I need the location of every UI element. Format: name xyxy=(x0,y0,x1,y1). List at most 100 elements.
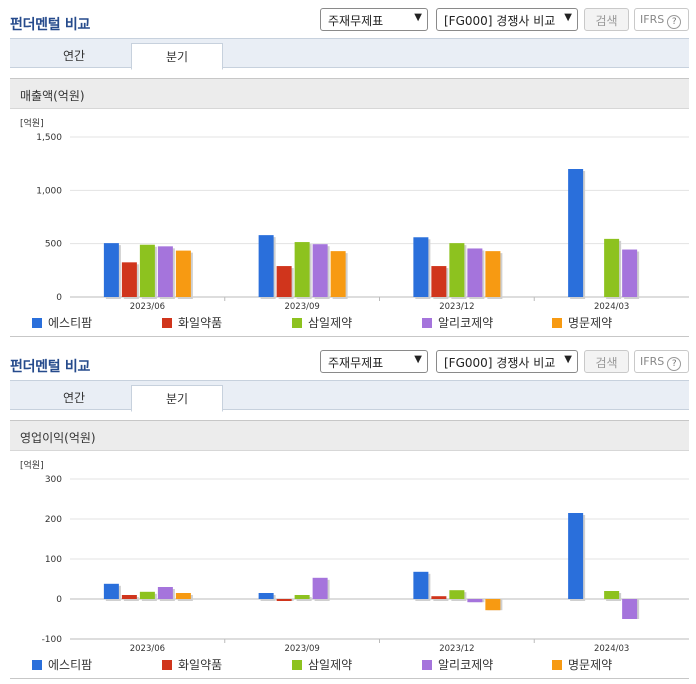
bar-4-2023-09 xyxy=(312,577,328,599)
y-tick-label: -100 xyxy=(42,635,63,645)
legend-item[interactable]: 에스티팜 xyxy=(32,656,92,673)
peer-select-value: [FG000] 경쟁사 비교 xyxy=(444,356,556,370)
bar-3-2023-12 xyxy=(449,590,465,599)
chevron-down-icon: ▼ xyxy=(414,354,422,365)
bar-4-2023-12 xyxy=(467,248,483,297)
bar-4-2024-03 xyxy=(622,599,638,619)
x-tick-label: 2023/09 xyxy=(284,644,319,654)
bar-3-2023-09 xyxy=(294,595,310,599)
y-unit-label: [억원] xyxy=(20,117,44,129)
search-button[interactable]: 검색 xyxy=(584,350,629,373)
legend-item[interactable]: 명문제약 xyxy=(552,656,612,673)
tab-quarterly[interactable]: 분기 xyxy=(131,43,223,70)
legend-label: 화일약품 xyxy=(178,316,223,330)
legend-label: 에스티팜 xyxy=(48,658,93,672)
section-title: 펀더멘털 비교 xyxy=(10,17,91,33)
chart-panel: 영업이익(억원) [억원] -100 0 100 200 300 2023/06 2023/0… xyxy=(10,420,689,679)
bar-5-2023-09 xyxy=(330,251,346,297)
legend-label: 알리코제약 xyxy=(438,316,494,330)
bar-2-2023-09 xyxy=(276,266,292,297)
fundamental-section-sales: 펀더멘털 비교 주재무제표 ▼ [FG000] 경쟁사 비교 ▼ 검색 IFRS… xyxy=(0,0,696,340)
legend-item[interactable]: 에스티팜 xyxy=(32,314,92,331)
bar-3-2023-12 xyxy=(449,243,465,297)
tab-annual[interactable]: 연간 xyxy=(62,49,86,63)
section-header: 펀더멘털 비교 주재무제표 ▼ [FG000] 경쟁사 비교 ▼ 검색 IFRS… xyxy=(0,0,696,34)
legend-label: 명문제약 xyxy=(568,316,613,330)
legend-swatch xyxy=(422,318,432,328)
y-tick-label: 100 xyxy=(45,555,62,565)
legend-item[interactable]: 삼일제약 xyxy=(292,314,352,331)
fundamental-section-operating-profit: 펀더멘털 비교 주재무제표 ▼ [FG000] 경쟁사 비교 ▼ 검색 IFRS… xyxy=(0,342,696,684)
x-tick-label: 2023/06 xyxy=(130,644,165,654)
bar-1-2023-12 xyxy=(413,237,429,297)
x-tick-label: 2023/12 xyxy=(439,644,474,654)
y-tick-label: 1,000 xyxy=(36,186,62,196)
bar-5-2023-12 xyxy=(485,599,501,611)
chart-legend: 에스티팜 화일약품 삼일제약 알리코제약 명문제약 xyxy=(10,656,689,672)
statement-select[interactable]: 주재무제표 ▼ xyxy=(320,350,428,373)
ifrs-help-button[interactable]: IFRS? xyxy=(634,350,689,373)
bar-4-2023-06 xyxy=(157,587,173,599)
ifrs-label: IFRS xyxy=(640,13,665,26)
peer-select[interactable]: [FG000] 경쟁사 비교 ▼ xyxy=(436,350,578,373)
legend-item[interactable]: 알리코제약 xyxy=(422,314,493,331)
legend-label: 화일약품 xyxy=(178,658,223,672)
y-tick-label: 200 xyxy=(45,515,62,525)
x-tick-label: 2023/09 xyxy=(284,302,319,312)
statement-select-value: 주재무제표 xyxy=(328,356,384,370)
tab-quarterly[interactable]: 분기 xyxy=(131,385,223,412)
y-tick-label: 1,500 xyxy=(36,133,62,143)
legend-swatch xyxy=(32,660,42,670)
section-title: 펀더멘털 비교 xyxy=(10,359,91,375)
legend-swatch xyxy=(162,660,172,670)
x-tick-label: 2023/06 xyxy=(130,302,165,312)
legend-swatch xyxy=(552,318,562,328)
bar-4-2024-03 xyxy=(622,249,638,297)
legend-item[interactable]: 명문제약 xyxy=(552,314,612,331)
legend-item[interactable]: 삼일제약 xyxy=(292,656,352,673)
legend-swatch xyxy=(552,660,562,670)
ifrs-label: IFRS xyxy=(640,355,665,368)
bar-4-2023-09 xyxy=(312,244,328,297)
bar-5-2023-06 xyxy=(175,593,191,599)
peer-select[interactable]: [FG000] 경쟁사 비교 ▼ xyxy=(436,8,578,31)
chart-title: 매출액(억원) xyxy=(10,79,689,109)
chart-panel: 매출액(억원) [억원] 0 500 1,000 1,500 2023/06 2023/09… xyxy=(10,78,689,337)
chevron-down-icon: ▼ xyxy=(564,354,572,365)
bar-5-2023-06 xyxy=(175,250,191,297)
bar-1-2023-06 xyxy=(103,243,119,297)
bar-2-2023-06 xyxy=(121,262,137,297)
search-button[interactable]: 검색 xyxy=(584,8,629,31)
legend-swatch xyxy=(422,660,432,670)
y-tick-label: 0 xyxy=(56,293,62,303)
legend-item[interactable]: 알리코제약 xyxy=(422,656,493,673)
legend-item[interactable]: 화일약품 xyxy=(162,656,222,673)
y-tick-label: 300 xyxy=(45,475,62,485)
legend-label: 삼일제약 xyxy=(308,658,353,672)
bar-5-2023-12 xyxy=(485,251,501,297)
help-icon: ? xyxy=(667,357,682,371)
tab-annual[interactable]: 연간 xyxy=(62,391,86,405)
bar-2-2023-12 xyxy=(431,266,447,297)
bar-3-2024-03 xyxy=(604,238,620,297)
bar-1-2024-03 xyxy=(568,169,584,297)
legend-swatch xyxy=(292,318,302,328)
legend-swatch xyxy=(162,318,172,328)
legend-label: 명문제약 xyxy=(568,658,613,672)
chevron-down-icon: ▼ xyxy=(564,12,572,23)
x-tick-label: 2024/03 xyxy=(594,644,629,654)
peer-select-value: [FG000] 경쟁사 비교 xyxy=(444,14,556,28)
bar-4-2023-06 xyxy=(157,246,173,297)
ifrs-help-button[interactable]: IFRS? xyxy=(634,8,689,31)
statement-select[interactable]: 주재무제표 ▼ xyxy=(320,8,428,31)
x-tick-label: 2024/03 xyxy=(594,302,629,312)
legend-item[interactable]: 화일약품 xyxy=(162,314,222,331)
operating-profit-bar-chart: [억원] -100 0 100 200 300 2023/06 2023/09 2023/12 2… xyxy=(20,459,689,654)
section-header: 펀더멘털 비교 주재무제표 ▼ [FG000] 경쟁사 비교 ▼ 검색 IFRS… xyxy=(0,342,696,376)
chart-legend: 에스티팜 화일약품 삼일제약 알리코제약 명문제약 xyxy=(10,314,689,330)
period-tabs: 연간 분기 xyxy=(10,38,689,70)
y-unit-label: [억원] xyxy=(20,459,44,471)
help-icon: ? xyxy=(667,15,682,29)
x-tick-label: 2023/12 xyxy=(439,302,474,312)
legend-label: 알리코제약 xyxy=(438,658,494,672)
